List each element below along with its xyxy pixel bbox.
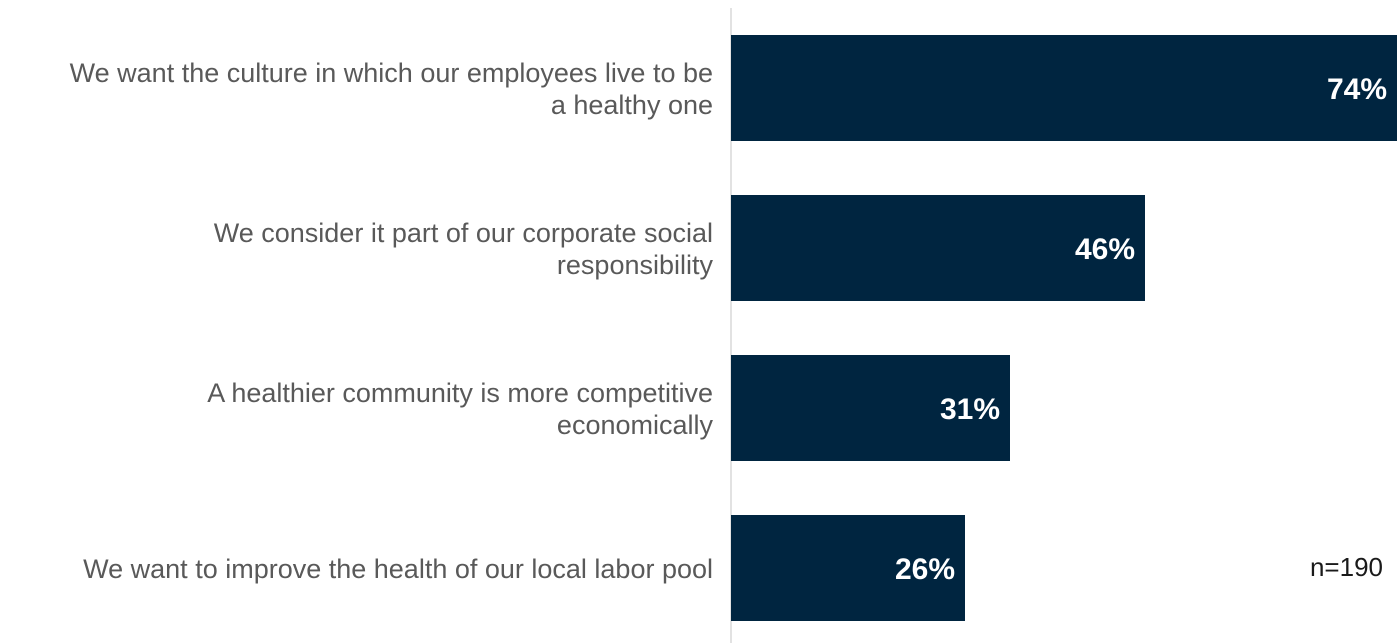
category-label-4-line-1: We want to improve the health of our loc… [83, 554, 713, 584]
category-label-3-line-1: A healthier community is more competitiv… [207, 378, 713, 408]
bar-1 [731, 35, 1397, 141]
category-label-1-line-2: a healthy one [551, 90, 713, 120]
value-label-1: 74% [1327, 73, 1387, 106]
category-label-3-line-2: economically [557, 410, 714, 440]
sample-size-note: n=190 [1310, 552, 1383, 582]
category-label-2-line-2: responsibility [557, 250, 714, 280]
category-label-1-line-1: We want the culture in which our employe… [70, 58, 713, 88]
bar-4 [731, 515, 965, 621]
bars-group [731, 35, 1397, 621]
value-label-4: 26% [895, 553, 955, 586]
value-label-2: 46% [1075, 233, 1135, 266]
category-labels-group: We want the culture in which our employe… [70, 58, 714, 584]
value-labels-group: 74% 46% 31% 26% [895, 73, 1387, 586]
value-label-3: 31% [940, 393, 1000, 426]
bar-3 [731, 355, 1010, 461]
category-label-2-line-1: We consider it part of our corporate soc… [214, 218, 713, 248]
bar-2 [731, 195, 1145, 301]
